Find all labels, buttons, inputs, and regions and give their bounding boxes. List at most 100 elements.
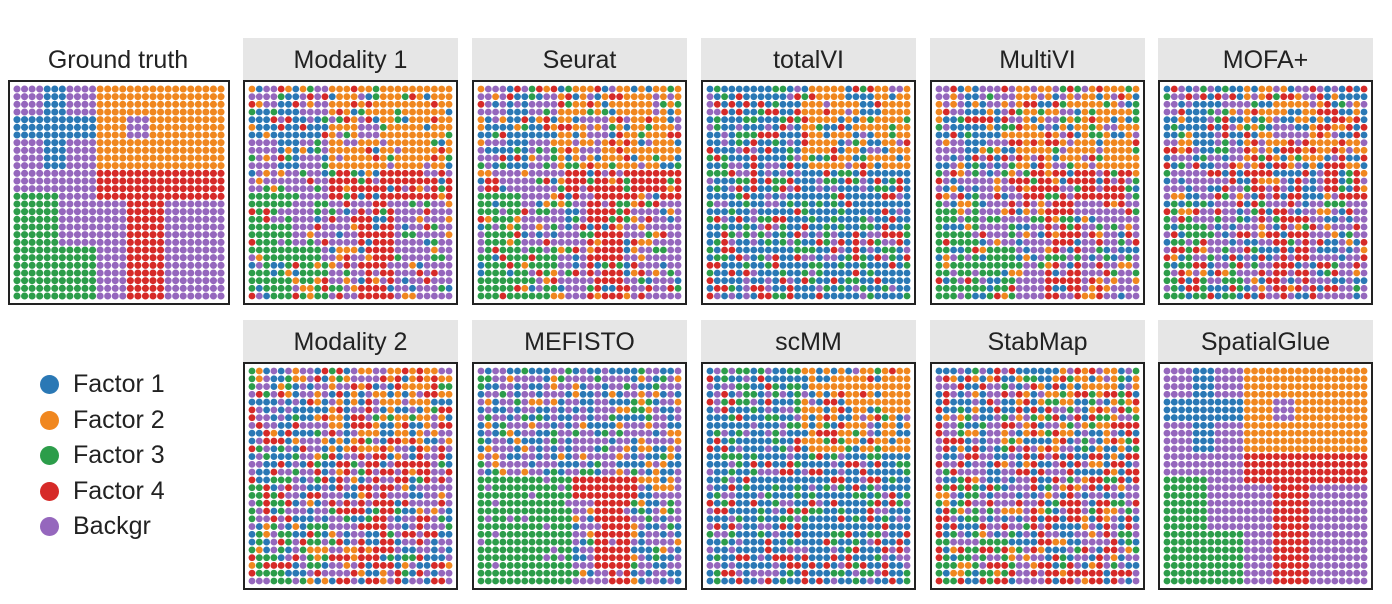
spot-factor2 (119, 131, 127, 139)
spot-factor4 (1030, 169, 1038, 177)
spot-factor4 (1294, 185, 1302, 193)
spot-background (81, 108, 89, 116)
spot-background (1353, 231, 1361, 239)
spot-factor1 (1023, 223, 1030, 231)
spot-factor3 (499, 231, 507, 239)
spot-factor4 (706, 277, 714, 285)
spot-factor2 (423, 414, 431, 422)
spot-factor2 (285, 390, 292, 398)
spot-factor3 (372, 85, 380, 93)
spot-factor1 (1096, 139, 1103, 147)
spot-background (1015, 200, 1023, 208)
spot-factor1 (757, 146, 765, 154)
spot-factor3 (1066, 162, 1074, 170)
spot-background (816, 284, 823, 292)
spot-factor1 (859, 108, 867, 116)
spot-background (209, 284, 217, 292)
spot-factor1 (1294, 292, 1302, 300)
spot-factor3 (550, 154, 558, 162)
spot-factor4 (387, 169, 395, 177)
spot-factor1 (950, 116, 958, 124)
spot-factor4 (1088, 277, 1096, 285)
spot-factor3 (314, 254, 322, 262)
spot-factor3 (477, 208, 485, 216)
spot-background (706, 93, 714, 101)
spot-background (477, 93, 485, 101)
spot-factor4 (387, 208, 395, 216)
spot-factor3 (1331, 261, 1339, 269)
spot-factor4 (350, 85, 358, 93)
spot-factor1 (1302, 123, 1310, 131)
spot-factor1 (794, 284, 801, 292)
spot-factor1 (1324, 246, 1331, 254)
spot-background (209, 292, 217, 300)
spot-factor2 (837, 100, 845, 108)
spot-background (336, 154, 343, 162)
spot-factor1 (550, 131, 558, 139)
spot-factor1 (1338, 231, 1346, 239)
spot-factor4 (608, 231, 616, 239)
spot-factor3 (1163, 261, 1171, 269)
spot-background (336, 277, 343, 285)
spot-factor4 (343, 116, 351, 124)
spot-background (66, 146, 74, 154)
spot-factor2 (830, 116, 838, 124)
spot-background (979, 185, 987, 193)
spot-background (285, 406, 292, 414)
spot-factor4 (141, 208, 149, 216)
spot-factor1 (514, 108, 521, 116)
spot-factor1 (786, 108, 794, 116)
spot-factor3 (957, 238, 965, 246)
spot-factor2 (104, 162, 112, 170)
spot-factor4 (379, 261, 387, 269)
spot-background (750, 215, 758, 223)
spot-background (881, 238, 889, 246)
spot-background (1081, 261, 1089, 269)
spot-factor2 (1117, 108, 1125, 116)
spot-factor4 (645, 185, 653, 193)
spot-factor1 (1066, 261, 1074, 269)
spot-background (21, 85, 29, 93)
spot-factor2 (379, 146, 387, 154)
spot-factor4 (735, 93, 743, 101)
spot-factor3 (506, 231, 514, 239)
spot-factor2 (1125, 93, 1133, 101)
spot-factor3 (506, 215, 514, 223)
spot-factor4 (750, 154, 758, 162)
spot-factor1 (58, 162, 66, 170)
spot-factor3 (935, 200, 943, 208)
spot-factor2 (579, 162, 587, 170)
spot-background (194, 246, 202, 254)
spot-factor4 (134, 215, 142, 223)
spot-background (321, 215, 329, 223)
spot-factor1 (1192, 200, 1200, 208)
spot-factor2 (1251, 277, 1258, 285)
spot-background (13, 177, 21, 185)
spot-background (786, 277, 794, 285)
spot-background (1360, 261, 1368, 269)
spot-factor1 (416, 406, 424, 414)
spot-factor2 (401, 414, 409, 422)
spot-factor1 (728, 177, 736, 185)
spot-factor1 (1331, 100, 1339, 108)
spot-background (713, 292, 721, 300)
spot-factor4 (1045, 177, 1052, 185)
spot-factor4 (409, 169, 416, 177)
spot-factor2 (808, 139, 816, 147)
spot-factor3 (285, 261, 292, 269)
spot-background (96, 254, 104, 262)
spot-factor4 (601, 192, 609, 200)
spot-factor3 (394, 254, 402, 262)
spot-factor2 (587, 154, 594, 162)
spot-background (350, 406, 358, 414)
spot-factor2 (202, 100, 210, 108)
spot-factor3 (1163, 93, 1171, 101)
spot-factor2 (423, 375, 431, 383)
spot-background (1117, 284, 1125, 292)
spot-background (964, 177, 972, 185)
spot-background (674, 269, 682, 277)
spot-background (659, 292, 667, 300)
spot-factor1 (896, 200, 904, 208)
spot-factor4 (270, 437, 278, 445)
spot-factor1 (888, 185, 896, 193)
